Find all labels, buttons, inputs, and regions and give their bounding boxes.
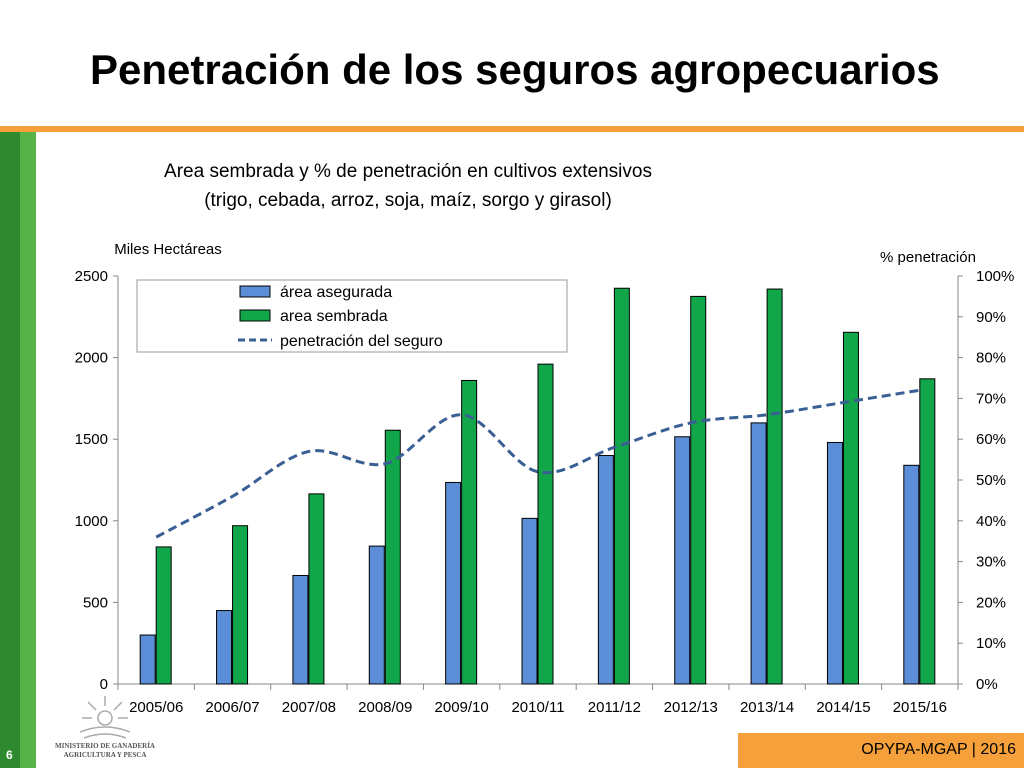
- x-tick-label: 2007/08: [282, 699, 336, 716]
- left-green-band: [0, 132, 20, 768]
- x-tick-label: 2006/07: [205, 699, 259, 716]
- bar-area-sembrada: [537, 363, 554, 685]
- y2-tick-label: 30%: [976, 554, 1006, 571]
- legend-swatch-asegurada: [239, 285, 271, 298]
- bar-area-sembrada: [613, 287, 630, 685]
- x-tick-label: 2014/15: [816, 699, 870, 716]
- chart-subtitle: (trigo, cebada, arroz, soja, maíz, sorgo…: [204, 190, 612, 211]
- bar-area-asegurada: [826, 441, 843, 685]
- bar-area-sembrada: [766, 288, 783, 685]
- y-tick-label: 2000: [75, 350, 108, 367]
- penetration-line: [155, 388, 921, 539]
- slide-title: Penetración de los seguros agropecuarios: [90, 46, 940, 93]
- bar-area-sembrada: [919, 378, 936, 685]
- y2-tick-label: 10%: [976, 635, 1006, 652]
- bar-area-asegurada: [903, 464, 920, 685]
- bar-area-sembrada: [155, 546, 172, 685]
- y-tick-label: 1500: [75, 431, 108, 448]
- y2-tick-label: 100%: [976, 268, 1014, 285]
- y2-tick-label: 90%: [976, 309, 1006, 326]
- y-tick-label: 1000: [75, 513, 108, 530]
- y2-tick-label: 80%: [976, 350, 1006, 367]
- legend-label-sembrada: area sembrada: [280, 308, 388, 325]
- bar-area-sembrada: [842, 331, 859, 685]
- logo-text-line1: MINISTERIO DE GANADERÍA: [55, 742, 155, 750]
- y-tick-label: 500: [83, 594, 108, 611]
- y-tick-label: 2500: [75, 268, 108, 285]
- x-tick-label: 2015/16: [893, 699, 947, 716]
- bar-area-asegurada: [292, 574, 309, 685]
- y2-tick-label: 20%: [976, 594, 1006, 611]
- y2-tick-label: 70%: [976, 390, 1006, 407]
- x-tick-label: 2005/06: [129, 699, 183, 716]
- x-tick-label: 2008/09: [358, 699, 412, 716]
- legend-label-penetracion: penetración del seguro: [280, 333, 443, 350]
- bar-area-asegurada: [521, 517, 538, 685]
- y2-axis-label: % penetración: [880, 249, 976, 266]
- x-tick-label: 2012/13: [664, 699, 718, 716]
- x-tick-label: 2009/10: [435, 699, 489, 716]
- y2-tick-label: 50%: [976, 472, 1006, 489]
- bar-area-sembrada: [461, 379, 478, 685]
- x-tick-label: 2011/12: [588, 699, 641, 716]
- bar-area-asegurada: [216, 610, 233, 685]
- left-green-band-light: [20, 132, 36, 768]
- x-tick-label: 2010/11: [511, 699, 564, 716]
- y-axis-label: Miles Hectáreas: [114, 241, 222, 258]
- legend-swatch-sembrada: [239, 309, 271, 322]
- bar-area-asegurada: [368, 545, 385, 685]
- footer-text: OPYPA-MGAP | 2016: [861, 741, 1016, 758]
- bar-area-sembrada: [384, 429, 401, 685]
- y-tick-label: 0: [100, 676, 108, 693]
- bar-area-asegurada: [674, 436, 691, 685]
- bar-area-sembrada: [690, 295, 707, 685]
- footer-box: OPYPA-MGAP | 2016: [738, 733, 1024, 768]
- logo-text-line2: AGRICULTURA Y PESCA: [63, 751, 147, 759]
- bar-area-asegurada: [139, 634, 156, 685]
- y2-tick-label: 40%: [976, 513, 1006, 530]
- chart-title: Area sembrada y % de penetración en cult…: [164, 161, 652, 182]
- ministry-logo: [79, 696, 131, 739]
- y2-tick-label: 0%: [976, 676, 998, 693]
- bar-area-asegurada: [597, 455, 614, 685]
- bar-area-asegurada: [445, 481, 462, 685]
- y2-tick-label: 60%: [976, 431, 1006, 448]
- legend-label-asegurada: área asegurada: [280, 284, 392, 301]
- bar-area-asegurada: [750, 422, 767, 685]
- x-tick-label: 2013/14: [740, 699, 794, 716]
- page-number: 6: [6, 748, 13, 762]
- orange-divider: [0, 126, 1024, 132]
- legend-box: [136, 279, 568, 353]
- bar-area-sembrada: [232, 525, 249, 685]
- bar-area-sembrada: [308, 493, 325, 685]
